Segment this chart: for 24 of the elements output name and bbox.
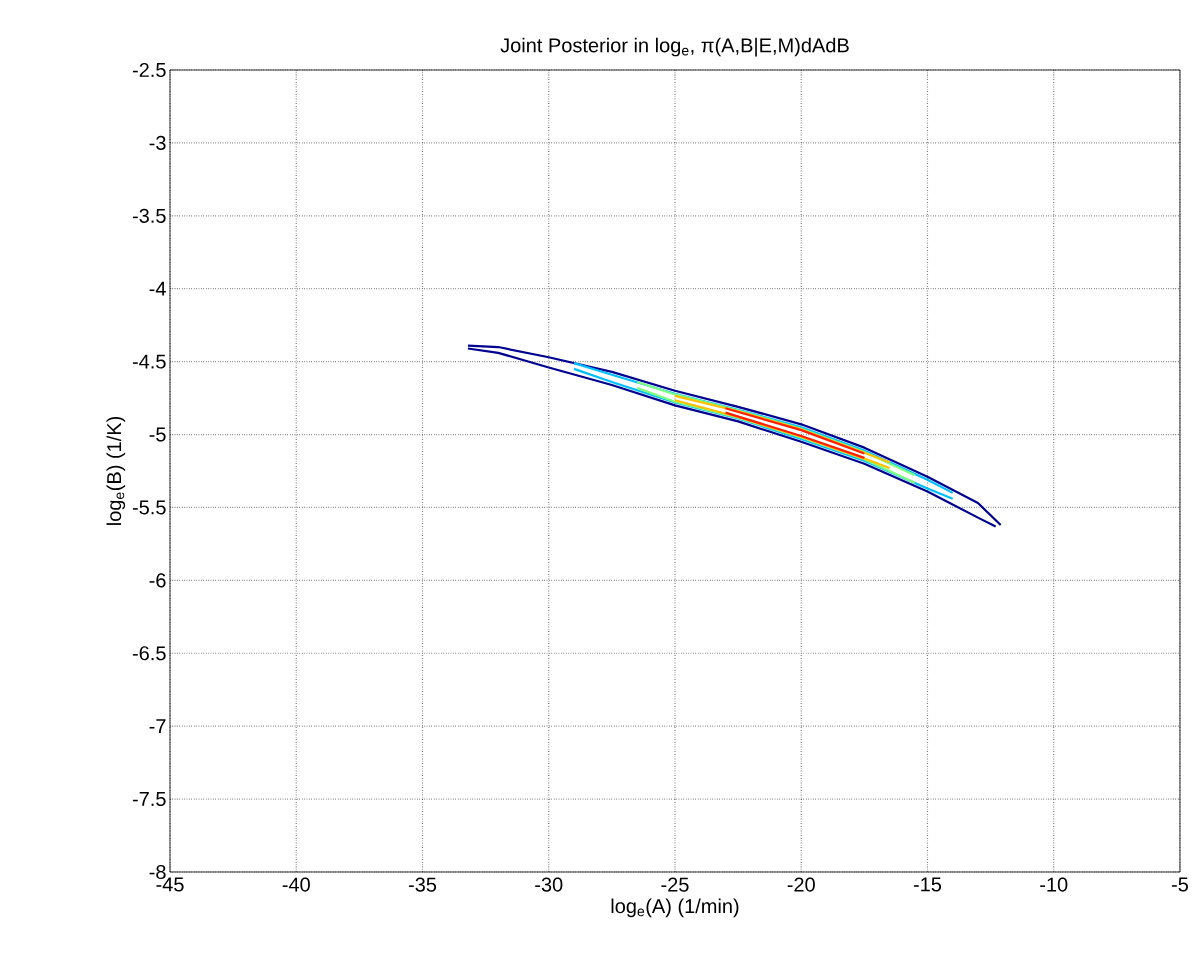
y-tick-label: -7.5	[132, 792, 166, 807]
x-tick-label: -20	[787, 877, 815, 892]
x-tick-label: -5	[1171, 877, 1189, 892]
x-tick-label: -35	[408, 877, 437, 892]
chart-title: Joint Posterior in log$_{e}$, π(A,B|E,M)dAdB	[500, 37, 849, 57]
x-tick-label: -15	[913, 877, 942, 892]
y-tick-label: -6	[149, 573, 166, 588]
x-tick-label: -10	[1040, 877, 1068, 892]
y-tick-label: -3	[149, 135, 166, 150]
x-tick-label: -40	[282, 877, 310, 892]
y-axis-title: log$_{e}$(B) (1/K)	[106, 416, 126, 525]
y-tick-label: -8	[149, 864, 166, 880]
y-tick-label: -2.5	[132, 62, 166, 78]
y-tick-label: -5.5	[132, 500, 166, 515]
y-tick-label: -3.5	[132, 208, 166, 223]
y-tick-label: -7	[149, 719, 166, 734]
y-tick-label: -6.5	[132, 646, 166, 661]
x-tick-label: -30	[535, 877, 563, 892]
y-tick-label: -5	[149, 427, 166, 442]
x-tick-label: -45	[156, 877, 184, 892]
y-tick-label: -4	[149, 281, 166, 296]
x-axis-title: log$_{e}$(A) (1/min)	[611, 898, 739, 918]
x-tick-label: -25	[661, 877, 689, 892]
y-tick-label: -4.5	[132, 354, 166, 369]
